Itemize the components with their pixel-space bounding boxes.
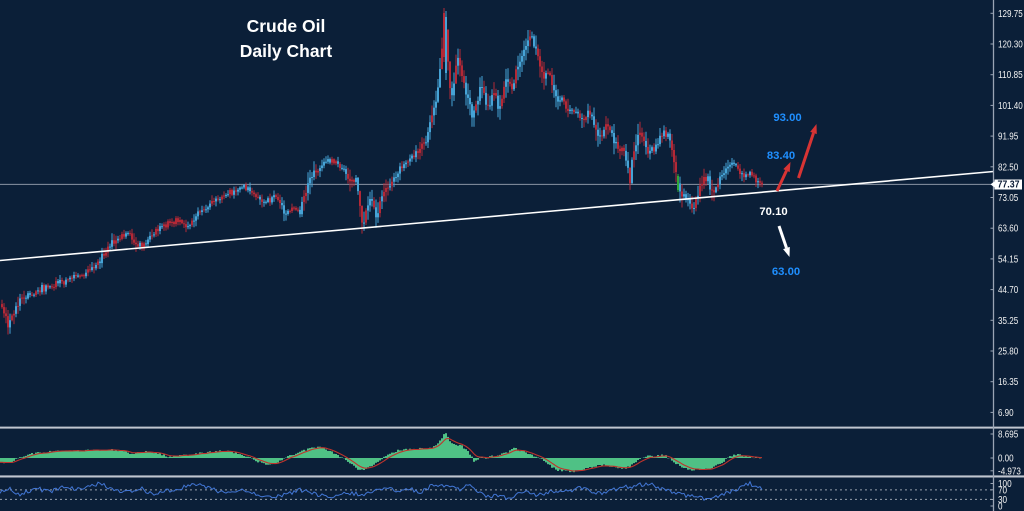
svg-text:70: 70 <box>998 485 1007 496</box>
svg-text:82.50: 82.50 <box>998 162 1019 173</box>
svg-text:30: 30 <box>998 495 1007 506</box>
svg-text:129.75: 129.75 <box>998 9 1023 20</box>
svg-text:100: 100 <box>998 479 1012 490</box>
svg-text:44.70: 44.70 <box>998 285 1019 296</box>
svg-text:101.40: 101.40 <box>998 101 1023 112</box>
svg-text:Daily Chart: Daily Chart <box>240 41 333 61</box>
svg-text:70.10: 70.10 <box>759 206 787 218</box>
svg-text:110.85: 110.85 <box>998 70 1023 81</box>
svg-text:25.80: 25.80 <box>998 347 1019 358</box>
svg-text:8.695: 8.695 <box>998 430 1019 441</box>
svg-text:63.60: 63.60 <box>998 224 1019 235</box>
svg-text:Crude Oil: Crude Oil <box>247 16 326 36</box>
svg-text:83.40: 83.40 <box>767 150 795 162</box>
svg-text:-4.973: -4.973 <box>998 466 1021 477</box>
svg-text:0: 0 <box>998 502 1003 511</box>
svg-text:63.00: 63.00 <box>772 266 800 278</box>
svg-text:93.00: 93.00 <box>773 112 801 124</box>
svg-text:54.15: 54.15 <box>998 254 1019 265</box>
svg-text:91.95: 91.95 <box>998 132 1019 143</box>
svg-text:120.30: 120.30 <box>998 40 1023 51</box>
svg-text:77.37: 77.37 <box>998 180 1020 191</box>
svg-text:73.05: 73.05 <box>998 193 1019 204</box>
svg-text:0.00: 0.00 <box>998 454 1014 465</box>
svg-text:35.25: 35.25 <box>998 316 1019 327</box>
svg-text:6.90: 6.90 <box>998 408 1014 419</box>
svg-text:16.35: 16.35 <box>998 377 1019 388</box>
